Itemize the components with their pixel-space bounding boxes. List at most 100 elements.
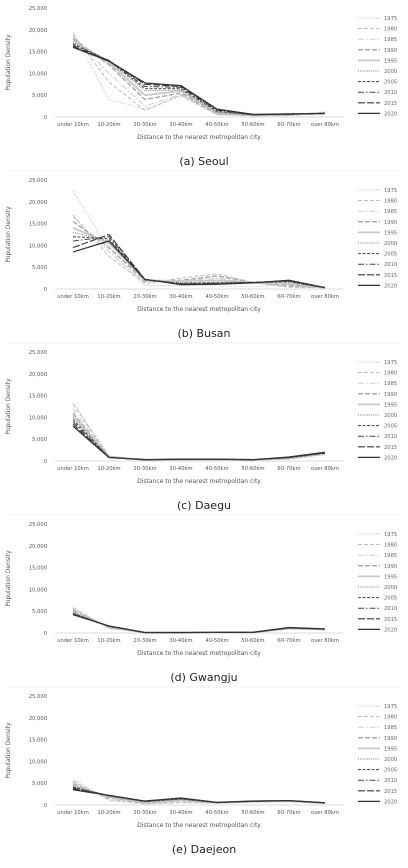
legend-label: 2005 bbox=[384, 768, 397, 774]
legend-label: 2015 bbox=[384, 617, 397, 623]
legend-label: 2000 bbox=[384, 241, 397, 247]
legend-label: 1975 bbox=[384, 704, 397, 710]
x-tick-label: 40-50km bbox=[205, 810, 228, 816]
y-tick-label: 5,000 bbox=[32, 781, 47, 787]
y-tick-label: 25,000 bbox=[29, 694, 47, 700]
series-line-1995 bbox=[72, 611, 326, 634]
series-line-1990 bbox=[72, 220, 326, 289]
legend-label: 2000 bbox=[384, 585, 397, 591]
y-tick-label: 10,000 bbox=[29, 243, 47, 249]
x-tick-label: under 10km bbox=[57, 466, 89, 472]
x-tick-label: 30-40km bbox=[169, 638, 192, 644]
legend-label: 1980 bbox=[384, 543, 397, 549]
legend-label: 1985 bbox=[384, 381, 397, 387]
y-tick-label: 5,000 bbox=[32, 609, 47, 615]
chart-panel-1: 0 5,000 10,000 15,000 20,000 25,000 under 10km… bbox=[5, 6, 397, 168]
legend-label: 2015 bbox=[384, 789, 397, 795]
chart-caption: (a) Seoul bbox=[179, 155, 228, 168]
chart-panel-3: 0 5,000 10,000 15,000 20,000 25,000 under 10km… bbox=[5, 350, 397, 512]
y-tick-label: 10,000 bbox=[29, 759, 47, 765]
y-tick-label: 10,000 bbox=[29, 71, 47, 77]
legend-label: 1985 bbox=[384, 553, 397, 559]
legend-label: 1990 bbox=[384, 220, 397, 226]
series-line-1975 bbox=[72, 401, 326, 461]
legend-label: 2000 bbox=[384, 69, 397, 75]
x-tick-label: 50-60km bbox=[241, 122, 264, 128]
legend-label: 1975 bbox=[384, 532, 397, 538]
legend-label: 1985 bbox=[384, 725, 397, 731]
legend-label: 1985 bbox=[384, 209, 397, 215]
legend-label: 1980 bbox=[384, 199, 397, 205]
x-tick-label: 60-70km bbox=[277, 122, 300, 128]
y-tick-label: 15,000 bbox=[29, 50, 47, 56]
legend-label: 1995 bbox=[384, 58, 397, 64]
legend-label: 2010 bbox=[384, 778, 397, 784]
x-tick-label: 30-40km bbox=[169, 466, 192, 472]
legend-label: 1990 bbox=[384, 48, 397, 54]
x-tick-label: 10-20km bbox=[97, 810, 120, 816]
series-line-2005 bbox=[72, 612, 326, 634]
legend-label: 1980 bbox=[384, 715, 397, 721]
legend-label: 2000 bbox=[384, 757, 397, 763]
legend-label: 2010 bbox=[384, 90, 397, 96]
x-tick-label: 30-40km bbox=[169, 122, 192, 128]
y-tick-label: 20,000 bbox=[29, 28, 47, 34]
series-line-2015 bbox=[72, 423, 326, 461]
y-axis-label: Population Density bbox=[5, 378, 12, 435]
chart-caption: (e) Daejeon bbox=[172, 843, 236, 856]
y-tick-label: 5,000 bbox=[32, 437, 47, 443]
x-tick-label: 40-50km bbox=[205, 294, 228, 300]
x-tick-label: over 80km bbox=[311, 466, 339, 472]
legend-label: 1980 bbox=[384, 27, 397, 33]
legend-label: 1985 bbox=[384, 37, 397, 43]
legend-label: 2020 bbox=[384, 799, 397, 805]
legend-label: 2015 bbox=[384, 445, 397, 451]
chart-panel-5: 0 5,000 10,000 15,000 20,000 25,000 under 10km… bbox=[5, 694, 397, 856]
legend-label: 2010 bbox=[384, 434, 397, 440]
y-tick-label: 0 bbox=[44, 459, 47, 465]
x-tick-label: 10-20km bbox=[97, 122, 120, 128]
series-line-2020 bbox=[72, 614, 326, 634]
legend-label: 1990 bbox=[384, 564, 397, 570]
y-tick-label: 10,000 bbox=[29, 415, 47, 421]
series-line-1975 bbox=[72, 31, 326, 117]
y-tick-label: 25,000 bbox=[29, 350, 47, 356]
y-tick-label: 25,000 bbox=[29, 6, 47, 12]
y-tick-label: 25,000 bbox=[29, 522, 47, 528]
x-tick-label: 40-50km bbox=[205, 122, 228, 128]
series-line-2015 bbox=[72, 613, 326, 634]
series-line-2000 bbox=[72, 612, 326, 634]
x-tick-label: 20-30km bbox=[133, 638, 156, 644]
legend-label: 1995 bbox=[384, 230, 397, 236]
x-tick-label: under 10km bbox=[57, 122, 89, 128]
legend-label: 1980 bbox=[384, 371, 397, 377]
series-line-2010 bbox=[72, 613, 326, 634]
y-tick-label: 0 bbox=[44, 287, 47, 293]
chart-panel-4: 0 5,000 10,000 15,000 20,000 25,000 under 10km… bbox=[5, 522, 397, 684]
x-tick-label: 50-60km bbox=[241, 466, 264, 472]
x-tick-label: 50-60km bbox=[241, 810, 264, 816]
y-tick-label: 15,000 bbox=[29, 394, 47, 400]
legend-label: 2020 bbox=[384, 111, 397, 117]
y-tick-label: 10,000 bbox=[29, 587, 47, 593]
series-line-2020 bbox=[72, 789, 326, 804]
legend-label: 1995 bbox=[384, 574, 397, 580]
y-tick-label: 15,000 bbox=[29, 222, 47, 228]
legend-label: 2000 bbox=[384, 413, 397, 419]
x-tick-label: 10-20km bbox=[97, 294, 120, 300]
x-tick-label: over 80km bbox=[311, 810, 339, 816]
y-tick-label: 5,000 bbox=[32, 93, 47, 99]
legend-label: 1995 bbox=[384, 402, 397, 408]
series-line-2020 bbox=[72, 46, 326, 116]
y-axis-label: Population Density bbox=[5, 34, 12, 91]
legend-label: 2010 bbox=[384, 606, 397, 612]
x-tick-label: 10-20km bbox=[97, 638, 120, 644]
x-tick-label: 30-40km bbox=[169, 810, 192, 816]
series-line-2005 bbox=[72, 419, 326, 461]
x-tick-label: 60-70km bbox=[277, 294, 300, 300]
y-tick-label: 20,000 bbox=[29, 716, 47, 722]
x-tick-label: 10-20km bbox=[97, 466, 120, 472]
chart-caption: (d) Gwangju bbox=[170, 671, 237, 684]
y-tick-label: 0 bbox=[44, 631, 47, 637]
